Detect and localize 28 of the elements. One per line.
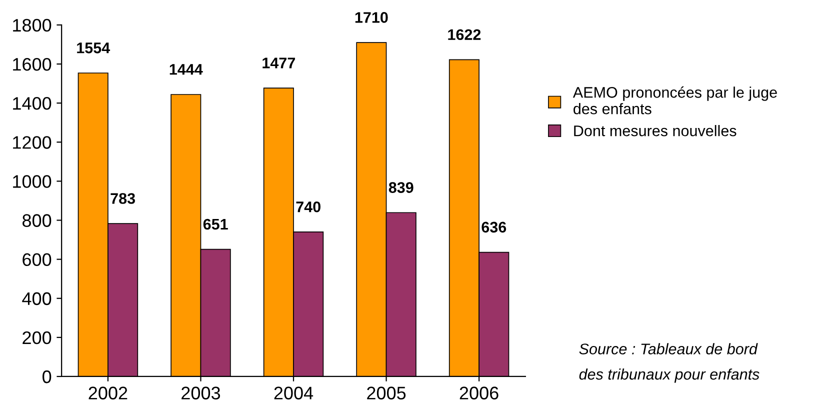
data-label: 651 [203, 218, 228, 230]
x-tick-label: 2002 [88, 386, 128, 400]
y-tick-label: 400 [22, 292, 52, 306]
data-label: 783 [110, 193, 135, 204]
x-tick-label: 2006 [460, 386, 498, 400]
x-tick-label: 2004 [274, 386, 314, 400]
data-label: 1444 [170, 64, 203, 75]
data-label: 1622 [448, 29, 481, 40]
y-tick-label: 1400 [13, 97, 52, 110]
x-tick-label: 2005 [367, 386, 406, 400]
legend-label: Dont mesures nouvelles [574, 125, 736, 136]
data-label: 740 [296, 201, 320, 212]
y-tick-label: 1200 [13, 136, 52, 149]
y-tick-label: 1000 [13, 175, 52, 188]
data-label: 1710 [355, 12, 388, 23]
y-tick-label: 1800 [13, 18, 52, 32]
data-label: 1477 [262, 58, 295, 68]
y-tick-label: 1600 [13, 58, 52, 71]
x-tick-label: 2003 [182, 386, 220, 400]
legend-label: AEMO prononcées par le juge des enfants [572, 86, 777, 114]
data-label: 636 [482, 222, 506, 233]
y-tick-label: 800 [22, 214, 52, 227]
y-tick-label: 0 [42, 370, 52, 384]
y-tick-label: 200 [22, 331, 52, 344]
data-label: 1554 [77, 42, 110, 54]
y-tick-label: 600 [22, 253, 52, 266]
source-note: Source : Tableaux de bord des tribunaux pour enfants [579, 343, 760, 383]
data-label: 839 [388, 182, 414, 193]
